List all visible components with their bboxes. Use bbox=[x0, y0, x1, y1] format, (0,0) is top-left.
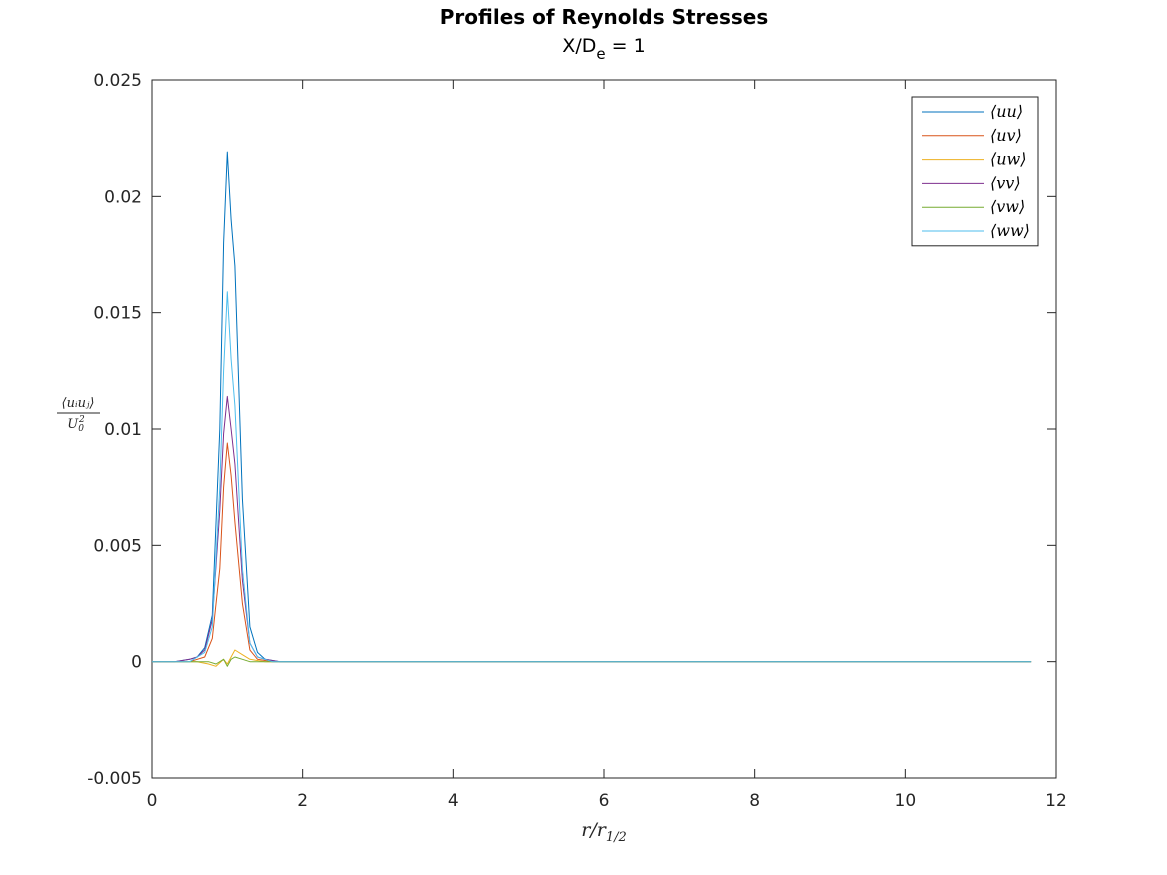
chart-title: Profiles of Reynolds Stresses bbox=[440, 5, 768, 29]
x-label-subscript: 1/2 bbox=[606, 830, 627, 845]
chart-subtitle: X/De = 1 bbox=[562, 35, 645, 63]
y-axis-ticks: -0.005 0 0.005 0.01 0.015 0.02 0.025 bbox=[87, 71, 1056, 789]
legend-entry: ⟨uu⟩ bbox=[990, 102, 1023, 121]
legend-entry: ⟨vw⟩ bbox=[990, 197, 1025, 216]
x-tick-label: 10 bbox=[895, 791, 917, 811]
legend-box bbox=[911, 96, 1039, 247]
x-tick-label: 4 bbox=[448, 791, 459, 811]
x-tick-label: 6 bbox=[599, 791, 610, 811]
legend-entry: ⟨uw⟩ bbox=[990, 150, 1026, 169]
x-axis-ticks: 0 2 4 6 8 10 12 bbox=[147, 80, 1067, 811]
series-lines bbox=[152, 151, 1032, 667]
y-axis-label: ⟨uᵢuⱼ⟩ U02 bbox=[57, 396, 100, 434]
x-tick-label: 0 bbox=[147, 791, 158, 811]
y-tick-label: 0.015 bbox=[93, 304, 142, 324]
y-label-denominator: U02 bbox=[67, 415, 85, 434]
subtitle-main: X/D bbox=[562, 35, 596, 57]
x-tick-label: 8 bbox=[749, 791, 760, 811]
y-label-den-sup: 2 bbox=[78, 415, 85, 425]
y-tick-label: 0.025 bbox=[93, 71, 142, 91]
y-tick-label: 0.02 bbox=[104, 187, 142, 207]
legend-entry: ⟨ww⟩ bbox=[990, 221, 1030, 240]
y-tick-label: 0.005 bbox=[93, 536, 142, 556]
y-tick-label: 0.01 bbox=[104, 420, 142, 440]
x-tick-label: 2 bbox=[297, 791, 308, 811]
y-label-den-sub: 0 bbox=[78, 424, 84, 434]
series-line-6 bbox=[152, 291, 1032, 663]
y-label-numerator: ⟨uᵢuⱼ⟩ bbox=[62, 396, 95, 411]
y-label-den-main: U bbox=[67, 417, 79, 432]
y-tick-label: -0.005 bbox=[87, 769, 142, 789]
subtitle-subscript: e bbox=[596, 45, 605, 63]
y-tick-label: 0 bbox=[131, 653, 142, 673]
x-tick-label: 12 bbox=[1045, 791, 1067, 811]
subtitle-rest: = 1 bbox=[606, 35, 646, 57]
legend-entry: ⟨vv⟩ bbox=[990, 173, 1021, 192]
legend: ⟨uu⟩ ⟨uv⟩ ⟨uw⟩ ⟨vv⟩ ⟨vw⟩ ⟨ww⟩ bbox=[911, 96, 1039, 247]
series-line-2 bbox=[152, 442, 1032, 663]
x-axis-label: r/r1/2 bbox=[581, 819, 627, 845]
series-line-5 bbox=[152, 656, 1032, 667]
x-label-main: r/r bbox=[581, 819, 607, 841]
legend-entry: ⟨uv⟩ bbox=[990, 126, 1022, 145]
